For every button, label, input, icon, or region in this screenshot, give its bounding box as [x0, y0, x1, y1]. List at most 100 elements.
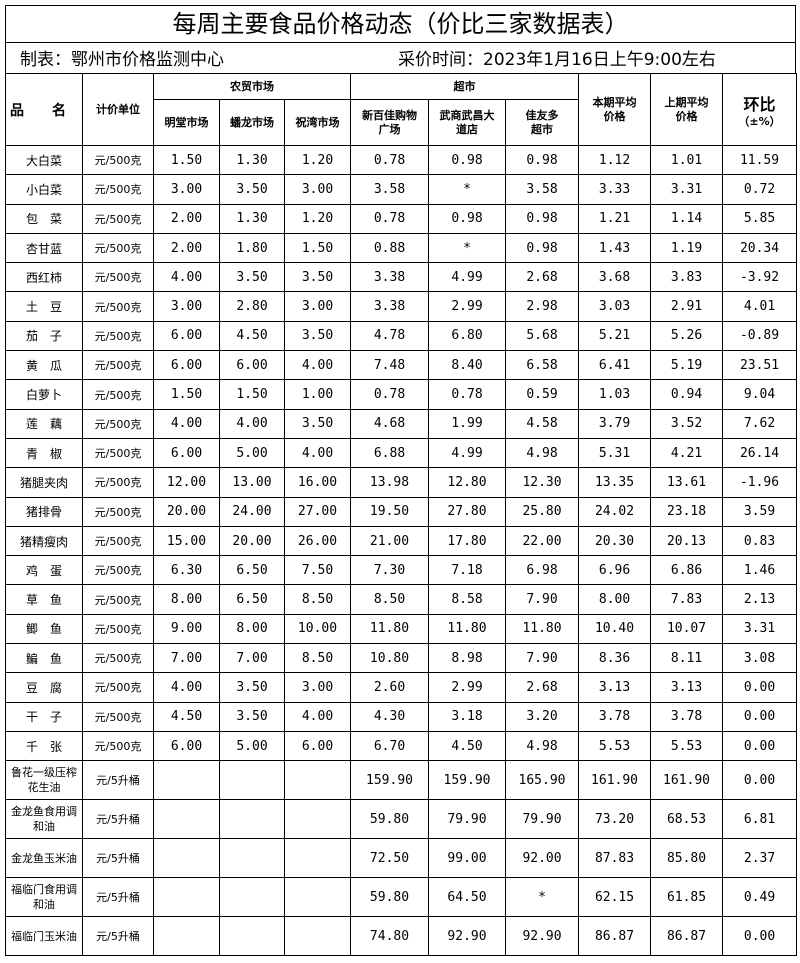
price-cell: 2.37: [722, 838, 798, 879]
price-cell: 4.30: [350, 701, 429, 732]
price-cell: 3.50: [219, 262, 285, 293]
price-cell: 0.59: [504, 379, 580, 410]
price-cell: 6.30: [153, 555, 220, 586]
price-cell: 20.34: [722, 232, 798, 264]
header-s1: 新百佳购物广场: [350, 99, 429, 146]
price-cell: 3.03: [578, 291, 652, 322]
price-cell: 0.49: [722, 877, 798, 918]
item-name: 茄 子: [5, 320, 83, 352]
table-row: 土 豆元/500克 3.00 2.80 3.00 3.38 2.99 2.98 3.03 2.9…: [5, 291, 798, 322]
price-cell: 4.50: [428, 730, 506, 762]
unit-cell: 元/500克: [82, 379, 154, 410]
price-cell: 3.08: [722, 643, 798, 674]
price-cell: 4.99: [428, 437, 506, 469]
price-cell: 17.80: [428, 525, 506, 557]
price-cell: 12.80: [428, 467, 506, 498]
price-cell: 3.13: [578, 672, 652, 703]
item-name: 鸡 蛋: [5, 555, 83, 586]
unit-cell: 元/500克: [82, 174, 154, 205]
price-cell: 6.70: [350, 730, 429, 762]
price-cell: 1.19: [650, 232, 724, 264]
item-name: 干 子: [5, 701, 83, 732]
item-name: 西红柿: [5, 262, 83, 293]
price-cell: 4.00: [284, 437, 351, 469]
unit-cell: 元/5升桶: [82, 838, 154, 879]
table-row: 鸡 蛋元/500克 6.30 6.50 7.50 7.30 7.18 6.98 6.96 6.8…: [5, 555, 798, 586]
unit-cell: 元/500克: [82, 203, 154, 234]
price-cell: 0.94: [650, 379, 724, 410]
price-cell: 2.68: [504, 672, 580, 703]
unit-cell: 元/500克: [82, 672, 154, 703]
price-cell: [284, 760, 351, 801]
price-cell: 6.96: [578, 555, 652, 586]
price-cell: 13.35: [578, 467, 652, 498]
price-cell: 9.04: [722, 379, 798, 410]
price-cell: 10.07: [650, 613, 724, 645]
price-cell: 1.20: [284, 203, 351, 234]
price-cell: 24.02: [578, 496, 652, 527]
price-cell: 2.91: [650, 291, 724, 322]
price-cell: 12.00: [153, 467, 220, 498]
price-cell: 12.30: [504, 467, 580, 498]
item-name: 白萝卜: [5, 379, 83, 410]
price-cell: 1.43: [578, 232, 652, 264]
item-name: 豆 腐: [5, 672, 83, 703]
price-cell: 3.52: [650, 408, 724, 439]
price-cell: 0.78: [350, 379, 429, 410]
price-cell: [219, 877, 285, 918]
price-cell: 3.50: [284, 320, 351, 352]
price-cell: 3.33: [578, 174, 652, 205]
price-cell: [284, 799, 351, 840]
price-cell: 8.00: [578, 584, 652, 615]
price-cell: 99.00: [428, 838, 506, 879]
price-cell: 7.62: [722, 408, 798, 439]
maker-label: 制表：鄂州市价格监测中心: [20, 50, 224, 70]
price-cell: 26.14: [722, 437, 798, 469]
price-cell: 6.00: [153, 320, 220, 352]
price-table: 品 名 计价单位 农贸市场 超市 本期平均价格 上期平均价格 环比 （±%） 明堂…: [5, 73, 798, 957]
table-row: 金龙鱼玉米油 元/5升桶 72.50 99.00 92.00 87.83 85.80 2.37: [5, 838, 798, 879]
item-name: 鲁花一级压榨花生油: [5, 760, 83, 801]
price-cell: [153, 916, 220, 957]
price-cell: 1.01: [650, 144, 724, 176]
item-name: 草 鱼: [5, 584, 83, 615]
price-cell: [153, 799, 220, 840]
price-cell: 5.26: [650, 320, 724, 352]
price-cell: [284, 877, 351, 918]
unit-cell: 元/500克: [82, 555, 154, 586]
price-cell: 9.00: [153, 613, 220, 645]
price-cell: 62.15: [578, 877, 652, 918]
price-cell: 0.98: [504, 203, 580, 234]
price-cell: 3.13: [650, 672, 724, 703]
price-cell: 86.87: [650, 916, 724, 957]
price-cell: [284, 838, 351, 879]
price-cell: 72.50: [350, 838, 429, 879]
price-cell: 3.78: [650, 701, 724, 732]
price-cell: 1.99: [428, 408, 506, 439]
price-cell: 2.00: [153, 203, 220, 234]
price-cell: 0.78: [350, 144, 429, 176]
price-cell: 5.53: [578, 730, 652, 762]
unit-cell: 元/500克: [82, 496, 154, 527]
header-previous-avg: 上期平均价格: [650, 73, 724, 146]
price-cell: 19.50: [350, 496, 429, 527]
price-cell: 1.30: [219, 203, 285, 234]
price-cell: 79.90: [504, 799, 580, 840]
unit-cell: 元/500克: [82, 262, 154, 293]
item-name: 金龙鱼食用调和油: [5, 799, 83, 840]
price-cell: 23.51: [722, 350, 798, 381]
price-cell: 8.00: [153, 584, 220, 615]
price-cell: 161.90: [650, 760, 724, 801]
price-cell: 4.00: [153, 408, 220, 439]
unit-cell: 元/500克: [82, 525, 154, 557]
table-row: 茄 子元/500克 6.00 4.50 3.50 4.78 6.80 5.68 5.21 5.2…: [5, 320, 798, 352]
sheet-subtitle: 制表：鄂州市价格监测中心 采价时间：2023年1月16日上午9:00左右: [5, 43, 796, 73]
price-cell: 159.90: [350, 760, 429, 801]
price-cell: 4.68: [350, 408, 429, 439]
price-cell: 1.00: [284, 379, 351, 410]
price-cell: 8.00: [219, 613, 285, 645]
price-cell: 8.98: [428, 643, 506, 674]
price-cell: 3.38: [350, 262, 429, 293]
price-cell: 3.00: [153, 174, 220, 205]
price-cell: 1.21: [578, 203, 652, 234]
